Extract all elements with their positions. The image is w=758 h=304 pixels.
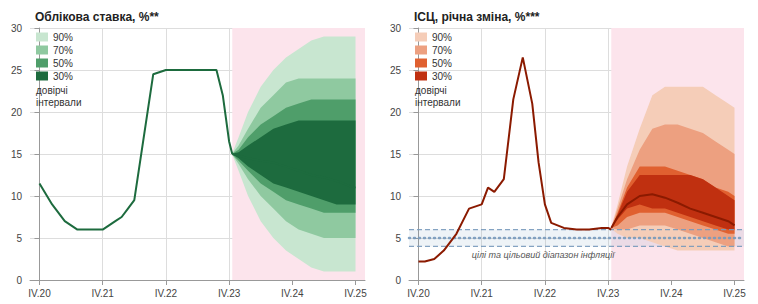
svg-text:ІСЦ, річна зміна, %***: ІСЦ, річна зміна, %*** xyxy=(414,10,540,24)
svg-text:IV.22: IV.22 xyxy=(155,288,178,299)
svg-text:IV.20: IV.20 xyxy=(28,288,51,299)
svg-text:50%: 50% xyxy=(432,58,452,69)
svg-text:10: 10 xyxy=(11,191,23,202)
svg-text:90%: 90% xyxy=(53,32,73,43)
svg-text:50%: 50% xyxy=(53,58,73,69)
svg-text:довірчі: довірчі xyxy=(415,85,447,96)
svg-text:20: 20 xyxy=(11,107,23,118)
svg-text:IV.23: IV.23 xyxy=(597,288,620,299)
svg-text:30: 30 xyxy=(11,23,23,34)
svg-text:20: 20 xyxy=(390,107,402,118)
svg-text:30%: 30% xyxy=(53,71,73,82)
svg-text:70%: 70% xyxy=(432,45,452,56)
svg-text:90%: 90% xyxy=(432,32,452,43)
svg-text:15: 15 xyxy=(11,149,23,160)
svg-text:30: 30 xyxy=(390,23,402,34)
svg-text:IV.21: IV.21 xyxy=(91,288,114,299)
svg-text:5: 5 xyxy=(395,233,401,244)
svg-text:цілі та цільовий діапазон інфл: цілі та цільовий діапазон інфляції xyxy=(472,250,615,260)
svg-text:IV.24: IV.24 xyxy=(660,288,683,299)
svg-text:IV.25: IV.25 xyxy=(723,288,746,299)
svg-text:30%: 30% xyxy=(432,71,452,82)
svg-text:довірчі: довірчі xyxy=(36,85,68,96)
svg-text:IV.23: IV.23 xyxy=(218,288,241,299)
svg-text:0: 0 xyxy=(16,275,22,286)
svg-text:15: 15 xyxy=(390,149,402,160)
svg-text:25: 25 xyxy=(11,65,23,76)
svg-text:Облікова ставка, %**: Облікова ставка, %** xyxy=(35,10,159,24)
svg-text:10: 10 xyxy=(390,191,402,202)
svg-text:5: 5 xyxy=(16,233,22,244)
svg-text:70%: 70% xyxy=(53,45,73,56)
svg-text:25: 25 xyxy=(390,65,402,76)
svg-text:інтервали: інтервали xyxy=(36,97,82,108)
svg-text:інтервали: інтервали xyxy=(415,97,461,108)
svg-text:IV.24: IV.24 xyxy=(281,288,304,299)
svg-text:IV.20: IV.20 xyxy=(407,288,430,299)
svg-text:IV.21: IV.21 xyxy=(470,288,493,299)
svg-text:0: 0 xyxy=(395,275,401,286)
svg-text:IV.25: IV.25 xyxy=(344,288,367,299)
svg-text:IV.22: IV.22 xyxy=(534,288,557,299)
